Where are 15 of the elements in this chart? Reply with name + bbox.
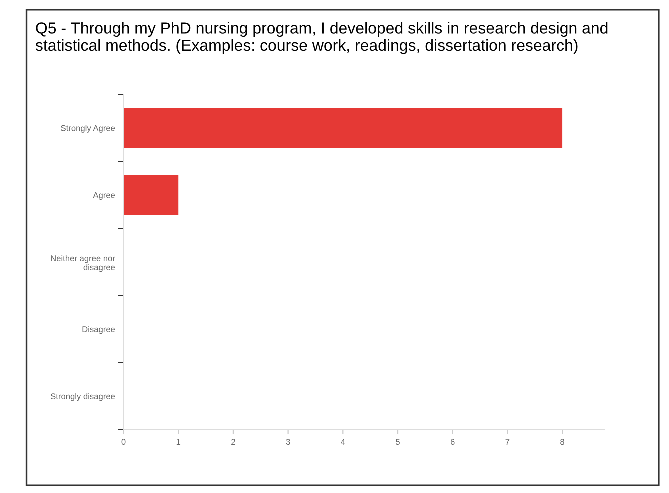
x-tick-label: 0 xyxy=(122,439,126,446)
x-tick-label: 8 xyxy=(560,439,564,446)
x-tick-label: 5 xyxy=(396,439,400,446)
chart-title: Q5 - Through my PhD nursing program, I developed skills in research design and statistical methods. (Examples: course work, readings, dissertation research) xyxy=(36,22,608,54)
x-tick-label: 4 xyxy=(341,439,346,445)
y-tick-label: Strongly Agree xyxy=(61,125,116,133)
x-tick-label: 2 xyxy=(232,439,236,445)
x-tick-label: 6 xyxy=(450,439,455,446)
y-tick-label: Neither agree nor disagree xyxy=(51,255,116,272)
y-tick-label: Disagree xyxy=(82,326,116,334)
y-tick-label: Agree xyxy=(93,192,116,200)
y-tick-label: Strongly disagree xyxy=(50,393,116,402)
x-tick-label: 3 xyxy=(286,439,290,446)
x-tick-label: 7 xyxy=(506,439,510,445)
x-tick-label: 1 xyxy=(176,439,181,445)
